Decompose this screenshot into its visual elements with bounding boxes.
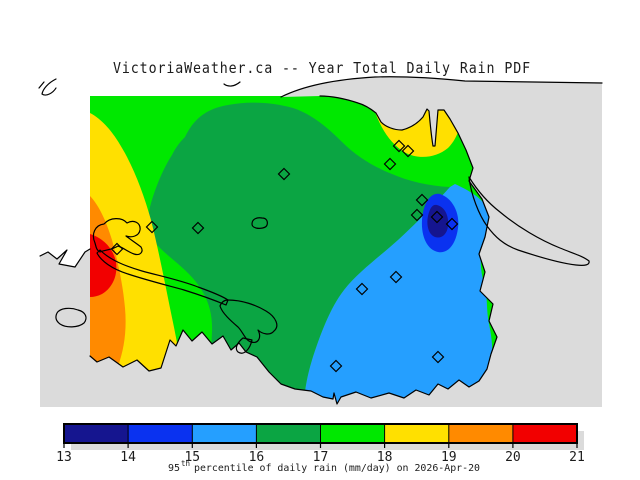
coastlines (38, 76, 603, 405)
inlet-channel-gray (96, 249, 229, 306)
harbour-arm-gray (235, 337, 253, 354)
tick-label-14: 14 (120, 450, 136, 465)
tick-label-21: 21 (569, 450, 585, 465)
station-markers (110, 139, 459, 373)
tick-label-17: 17 (313, 450, 329, 465)
station-diamond-marker (329, 359, 343, 373)
colorbar-cell-15-16 (192, 424, 257, 443)
coastline-sooke (39, 248, 91, 268)
caption-prefix: 95 (168, 463, 180, 474)
station-diamond-marker (410, 208, 424, 222)
colorbar-cell-13-14 (64, 424, 129, 443)
islet-outline-north (223, 81, 241, 87)
station-diamond-marker (445, 217, 459, 231)
lagoon-island-gray (92, 218, 143, 256)
colorbar-cell-16-17 (256, 424, 321, 443)
land-gray-region (40, 76, 602, 407)
colorbar-cells (64, 424, 577, 443)
tick-label-15: 15 (184, 450, 200, 465)
tick-label-19: 19 (441, 450, 457, 465)
harbour-gray (219, 299, 278, 343)
tick-label-16: 16 (249, 450, 265, 465)
caption-text: percentile of daily rain (mm/day) on 202… (194, 463, 480, 474)
coastline-main (89, 95, 498, 405)
colorbar-caption: 95 th percentile of daily rain (mm/day) … (168, 459, 480, 474)
colorbar-cell-17-18 (320, 424, 385, 443)
station-diamond-marker (145, 220, 159, 234)
colorbar: 13 14 15 16 17 18 19 20 21 95 th percent… (56, 423, 585, 474)
station-diamond-marker (110, 242, 124, 256)
station-diamond-marker (401, 144, 415, 158)
station-diamond-marker (383, 157, 397, 171)
land-mask (40, 76, 602, 407)
station-diamond-marker (415, 193, 429, 207)
contour-region-16-17 (147, 102, 450, 407)
islet-tick-northwest (38, 81, 45, 89)
tick-label-18: 18 (377, 450, 393, 465)
colorbar-cell-14-15 (128, 424, 193, 443)
islet-outline-northwest (41, 78, 57, 96)
station-diamond-marker (355, 282, 369, 296)
colorbar-tick-labels: 13 14 15 16 17 18 19 20 21 (56, 450, 585, 465)
coastline-north (280, 76, 603, 98)
contour-region-16-17-islands (468, 176, 590, 266)
station-diamond-marker (392, 139, 406, 153)
colorbar-separators (127, 424, 514, 443)
station-diamond-marker (191, 221, 205, 235)
station-diamond-marker (431, 350, 445, 364)
lake-outline (251, 217, 268, 229)
colorbar-cell-18-19 (384, 424, 449, 443)
colorbar-cell-19-20 (448, 424, 513, 443)
station-diamond-marker (430, 210, 444, 224)
map-title: VictoriaWeather.ca -- Year Total Daily R… (113, 59, 531, 77)
colorbar-cell-20-21 (512, 424, 577, 443)
tick-label-20: 20 (505, 450, 521, 465)
colorbar-tickmarks (63, 443, 578, 448)
station-diamond-marker (389, 270, 403, 284)
caption-superscript: th (181, 459, 190, 468)
tick-label-13: 13 (56, 450, 72, 465)
lake-west-white (55, 307, 87, 328)
station-diamond-marker (277, 167, 291, 181)
